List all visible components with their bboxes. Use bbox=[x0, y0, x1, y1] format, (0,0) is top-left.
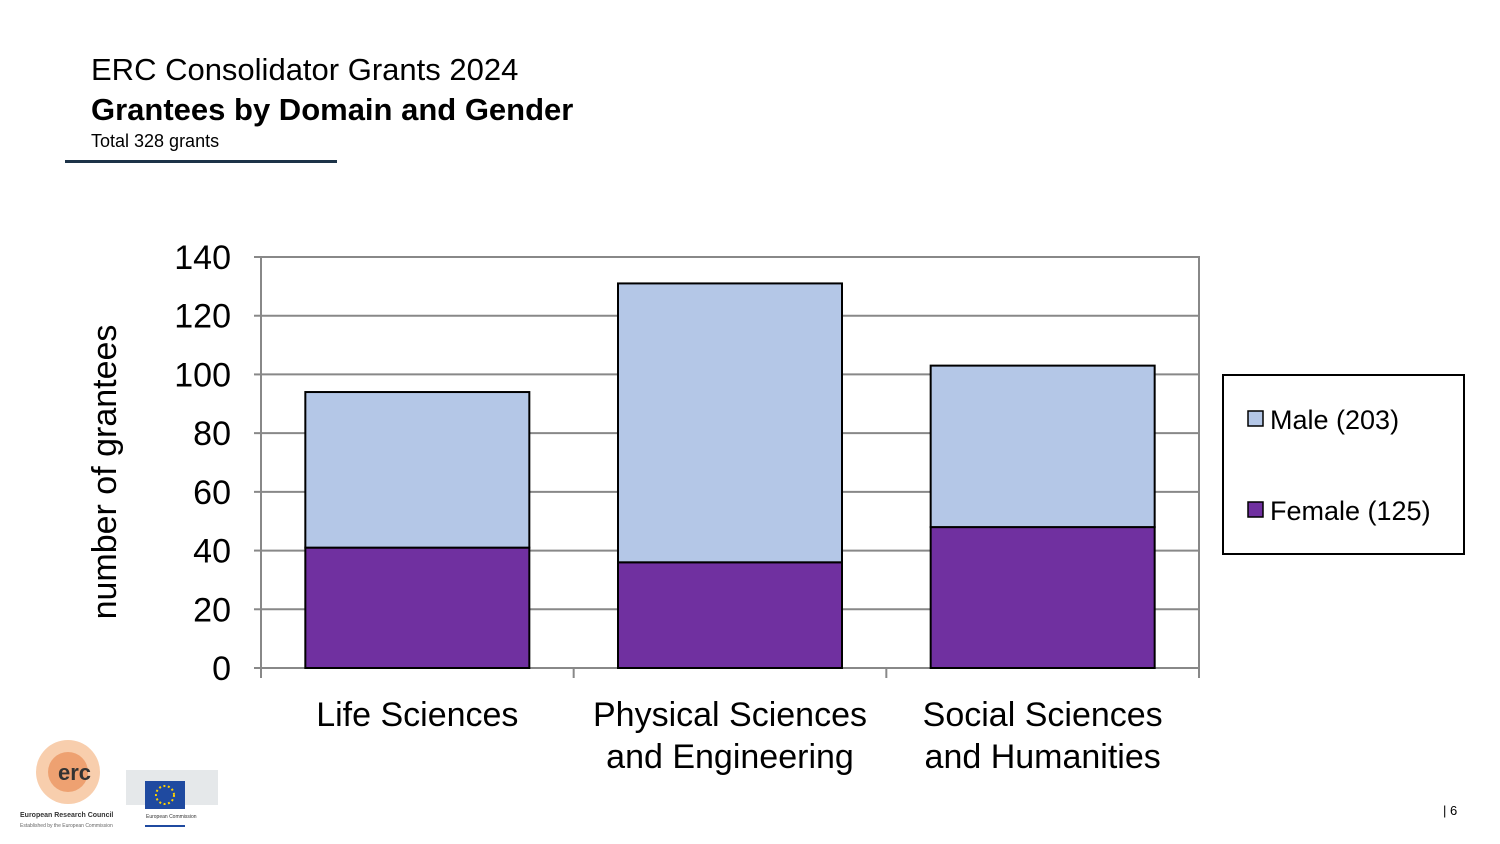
bar-male bbox=[304, 391, 531, 549]
svg-text:European Research Council: European Research Council bbox=[20, 812, 113, 819]
y-tick-label: 40 bbox=[193, 533, 231, 571]
x-tick-label: and Engineering bbox=[606, 738, 854, 776]
bar-female bbox=[304, 546, 531, 670]
bar-male bbox=[929, 364, 1156, 529]
y-tick-label: 120 bbox=[174, 298, 231, 336]
bar-male bbox=[617, 282, 843, 564]
legend bbox=[1222, 374, 1465, 555]
y-tick-label: 80 bbox=[193, 415, 231, 453]
svg-text:erc: erc bbox=[58, 760, 91, 785]
erc-logo: erc European Research Council Establishe… bbox=[20, 740, 113, 829]
legend-swatch bbox=[1247, 501, 1264, 518]
y-axis-label: number of grantees bbox=[86, 325, 124, 620]
bar-female bbox=[617, 561, 843, 669]
legend-label: Female (125) bbox=[1270, 496, 1431, 526]
x-tick-label: Life Sciences bbox=[316, 696, 518, 734]
y-tick-label: 100 bbox=[174, 356, 231, 394]
title-underline bbox=[65, 160, 337, 163]
total-note: Total 328 grants bbox=[91, 131, 220, 151]
x-tick-label: Physical Sciences bbox=[593, 696, 867, 734]
svg-text:Established by the European Co: Established by the European Commission bbox=[20, 823, 113, 829]
y-tick-label: 0 bbox=[212, 650, 231, 688]
logos: erc European Research Council Establishe… bbox=[20, 740, 218, 829]
legend-swatch bbox=[1247, 410, 1264, 427]
y-tick-label: 20 bbox=[193, 591, 231, 629]
legend-label: Male (203) bbox=[1270, 405, 1399, 435]
x-tick-label: Social Sciences bbox=[923, 696, 1163, 734]
chart-title: ERC Consolidator Grants 2024 bbox=[91, 52, 519, 87]
bar-female bbox=[929, 526, 1156, 669]
ec-logo: European Commission bbox=[126, 770, 218, 827]
y-tick-label: 140 bbox=[174, 239, 231, 277]
x-tick-label: and Humanities bbox=[925, 738, 1161, 776]
svg-text:European Commission: European Commission bbox=[146, 814, 197, 820]
y-tick-label: 60 bbox=[193, 474, 231, 512]
page-number: | 6 bbox=[1443, 803, 1458, 818]
chart-subtitle: Grantees by Domain and Gender bbox=[91, 92, 574, 127]
